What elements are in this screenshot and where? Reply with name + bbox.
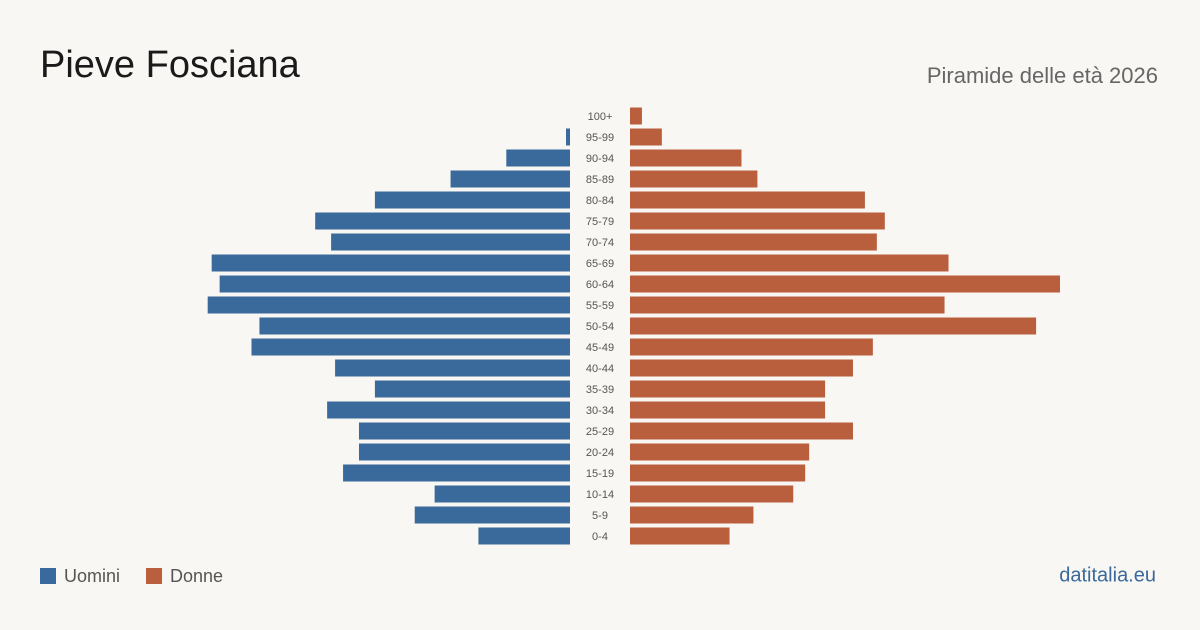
bar [630, 128, 662, 146]
category-label: 85-89 [586, 174, 614, 186]
bar [630, 233, 877, 251]
category-label: 65-69 [586, 258, 614, 270]
category-label: 60-64 [586, 279, 614, 291]
bar [630, 401, 826, 419]
bar [630, 254, 949, 272]
bar [630, 212, 885, 230]
category-label: 70-74 [586, 237, 614, 249]
bar [630, 422, 853, 440]
bar [630, 275, 1060, 293]
category-label: 15-19 [586, 468, 614, 480]
bar [630, 149, 742, 167]
bar [630, 359, 853, 377]
legend-label: Uomini [64, 566, 120, 586]
bar [219, 275, 570, 293]
bar [343, 464, 570, 482]
legend-swatch [40, 568, 56, 584]
category-label: 30-34 [586, 405, 614, 417]
bar [434, 485, 570, 503]
bar [358, 443, 570, 461]
bar [630, 170, 758, 188]
category-label: 100+ [588, 111, 613, 123]
chart-subtitle: Piramide delle età 2026 [927, 63, 1158, 88]
category-label: 75-79 [586, 216, 614, 228]
bar [207, 296, 570, 314]
bar [630, 380, 826, 398]
legend-swatch [146, 568, 163, 584]
bar [450, 170, 570, 188]
category-label: 40-44 [586, 363, 614, 375]
category-label: 95-99 [586, 132, 614, 144]
bar [335, 359, 570, 377]
bar [630, 191, 865, 209]
bar [478, 527, 570, 545]
category-label: 20-24 [586, 447, 614, 459]
bar [251, 338, 570, 356]
bar [358, 422, 570, 440]
category-label: 90-94 [586, 153, 614, 165]
bar [327, 401, 570, 419]
bar [506, 149, 570, 167]
bar [566, 128, 570, 146]
category-label: 80-84 [586, 195, 614, 207]
category-label: 10-14 [586, 489, 614, 501]
bar [630, 317, 1037, 335]
bar [630, 443, 810, 461]
source: datitalia.eu [1059, 564, 1156, 586]
category-label: 5-9 [592, 510, 608, 522]
category-label: 0-4 [592, 531, 608, 543]
bar [331, 233, 570, 251]
bar [630, 296, 945, 314]
category-label: 25-29 [586, 426, 614, 438]
bar [315, 212, 570, 230]
bar [211, 254, 570, 272]
bar [630, 485, 794, 503]
bar [374, 191, 570, 209]
bar [630, 464, 806, 482]
bar [630, 527, 730, 545]
bar [630, 107, 642, 125]
bar [414, 506, 570, 524]
bar [374, 380, 570, 398]
category-label: 45-49 [586, 342, 614, 354]
bar [630, 338, 873, 356]
category-label: 55-59 [586, 300, 614, 312]
bar [259, 317, 570, 335]
chart-title: Pieve Fosciana [40, 44, 301, 86]
category-label: 50-54 [586, 321, 614, 333]
category-label: 35-39 [586, 384, 614, 396]
bar [630, 506, 754, 524]
legend-label: Donne [170, 566, 223, 586]
